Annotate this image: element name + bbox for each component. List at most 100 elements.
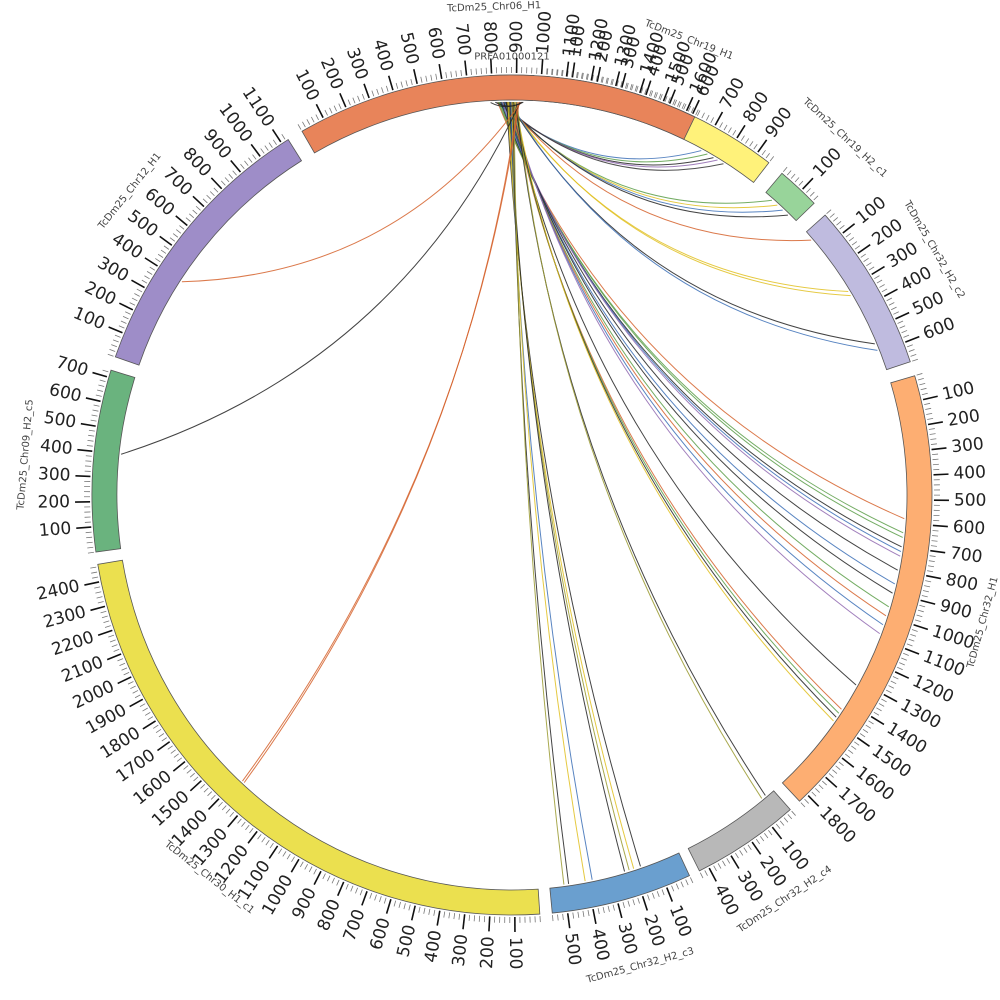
- minor-tick: [561, 69, 563, 76]
- tick-label: 700: [451, 22, 474, 56]
- minor-tick: [723, 124, 728, 131]
- major-tick: [268, 845, 279, 859]
- major-tick: [106, 653, 122, 661]
- minor-tick: [450, 71, 453, 78]
- tick-label: 300: [342, 45, 372, 82]
- minor-tick: [838, 761, 844, 767]
- major-tick: [920, 599, 936, 605]
- minor-tick: [183, 765, 189, 770]
- minor-tick: [927, 565, 935, 568]
- major-tick: [590, 65, 595, 81]
- minor-tick: [794, 177, 800, 183]
- minor-tick: [109, 639, 116, 643]
- minor-tick: [571, 71, 573, 78]
- minor-tick: [302, 121, 306, 128]
- chromosomes-layer: PRFA01000121 100 200 300400500600700800900T…: [16, 0, 1000, 986]
- minor-tick: [400, 81, 403, 88]
- minor-tick: [120, 320, 127, 324]
- minor-tick: [836, 221, 842, 226]
- minor-tick: [873, 711, 880, 716]
- minor-tick: [200, 784, 206, 789]
- major-tick: [540, 59, 544, 75]
- minor-tick: [606, 77, 609, 84]
- minor-tick: [86, 536, 93, 539]
- minor-tick: [813, 195, 819, 201]
- minor-tick: [134, 293, 140, 297]
- minor-tick: [929, 555, 936, 557]
- minor-tick: [85, 455, 92, 457]
- minor-tick: [790, 173, 796, 179]
- minor-tick: [96, 389, 104, 392]
- link-Chr32_H1: [514, 101, 834, 722]
- minor-tick: [675, 883, 679, 890]
- minor-tick: [656, 891, 660, 898]
- major-tick: [708, 867, 717, 882]
- minor-tick: [473, 915, 476, 922]
- minor-tick: [658, 93, 662, 100]
- minor-tick: [798, 180, 804, 186]
- minor-tick: [155, 729, 162, 734]
- minor-tick: [88, 429, 95, 432]
- minor-tick: [103, 620, 110, 624]
- minor-tick: [804, 798, 809, 804]
- minor-tick: [859, 733, 866, 738]
- minor-tick: [322, 873, 326, 880]
- minor-tick: [701, 112, 705, 119]
- chromosome-band: [97, 559, 541, 916]
- chromosome-label: TcDm25_Chr06_H1: [446, 0, 541, 14]
- minor-tick: [828, 773, 834, 778]
- minor-tick: [916, 373, 923, 376]
- minor-tick: [308, 866, 313, 873]
- minor-tick: [329, 107, 333, 114]
- minor-tick: [919, 604, 926, 608]
- minor-tick: [261, 837, 266, 843]
- minor-tick: [92, 576, 99, 579]
- minor-tick: [863, 257, 869, 262]
- tick-label: 800: [479, 21, 501, 54]
- minor-tick: [920, 387, 927, 391]
- minor-tick: [839, 224, 845, 230]
- major-tick: [97, 629, 113, 636]
- major-tick: [566, 913, 571, 929]
- minor-tick: [925, 580, 932, 583]
- link-Chr32_H1: [501, 101, 902, 552]
- major-tick: [736, 124, 746, 139]
- minor-tick: [879, 284, 885, 288]
- minor-tick: [912, 358, 919, 362]
- minor-tick: [901, 657, 907, 661]
- minor-tick: [743, 847, 748, 853]
- link-Chr32_H2_c4: [515, 101, 766, 796]
- minor-tick: [269, 842, 274, 849]
- major-tick: [80, 422, 96, 427]
- chromosome-Chr30_H1_c1: 1002003004005006007008009001000110012001…: [35, 559, 541, 970]
- minor-tick: [576, 71, 578, 79]
- minor-tick: [100, 610, 107, 614]
- minor-tick: [172, 233, 179, 238]
- minor-tick: [97, 601, 104, 604]
- major-tick: [565, 61, 570, 77]
- major-tick: [339, 93, 347, 108]
- major-tick: [464, 60, 468, 76]
- major-tick: [842, 223, 856, 234]
- tick-label: 400: [587, 927, 613, 963]
- major-tick: [413, 68, 418, 84]
- minor-tick: [930, 545, 937, 547]
- minor-tick: [932, 530, 939, 532]
- minor-tick: [921, 392, 928, 396]
- minor-tick: [897, 666, 903, 671]
- major-tick: [462, 914, 466, 930]
- minor-tick: [768, 829, 773, 836]
- minor-tick: [206, 194, 212, 200]
- tick-label: 600: [920, 314, 957, 344]
- tick-label: 300: [950, 434, 984, 457]
- minor-tick: [892, 676, 899, 680]
- minor-tick: [681, 103, 685, 109]
- minor-tick: [91, 414, 98, 417]
- minor-tick: [552, 915, 554, 922]
- major-tick: [118, 302, 134, 311]
- minor-tick: [582, 910, 585, 917]
- minor-tick: [202, 198, 208, 204]
- minor-tick: [90, 419, 97, 422]
- minor-tick: [876, 279, 883, 284]
